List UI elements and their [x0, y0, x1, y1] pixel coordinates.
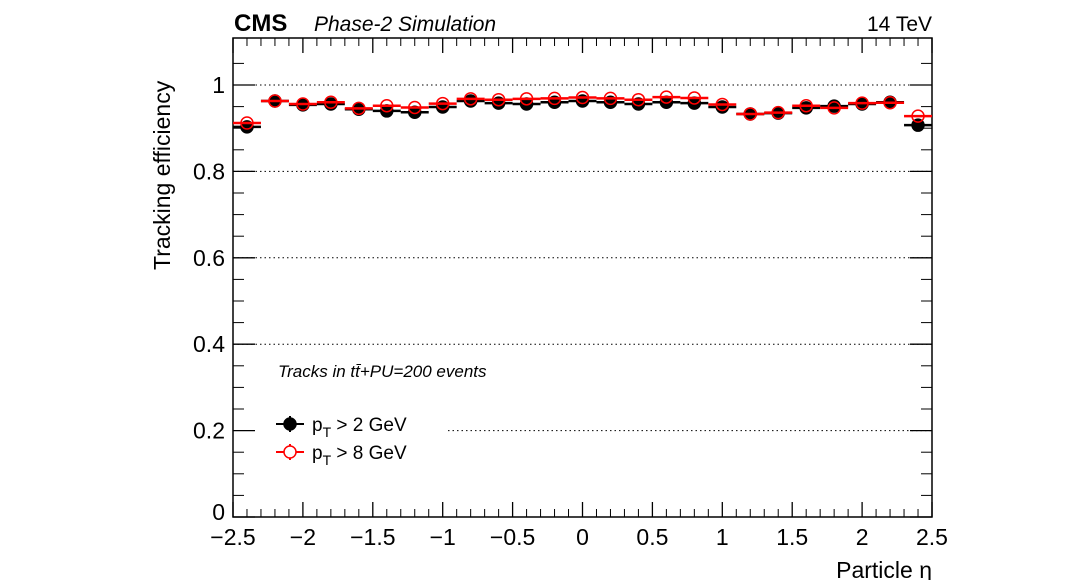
data-point	[407, 100, 422, 115]
y-tick-label: 0.4	[193, 331, 225, 357]
data-point	[687, 91, 702, 105]
x-tick-label: 1.5	[776, 524, 808, 550]
y-tick-label: 1	[212, 72, 225, 98]
data-point	[659, 90, 674, 104]
data-point	[575, 90, 590, 105]
y-tick-label: 0.6	[193, 245, 225, 271]
cms-label: CMS	[234, 10, 287, 37]
data-point	[911, 109, 925, 123]
data-point	[631, 92, 646, 107]
y-tick-label: 0.2	[193, 418, 225, 444]
legend-marker	[283, 445, 297, 459]
data-point	[631, 97, 646, 111]
data-point	[603, 91, 618, 106]
x-tick-label: 2	[856, 524, 869, 550]
data-point	[715, 97, 730, 112]
data-point	[352, 101, 366, 116]
data-point	[547, 91, 562, 106]
data-point	[268, 94, 282, 108]
subtitle: Phase-2 Simulation	[314, 13, 496, 36]
data-point	[743, 107, 758, 121]
data-point	[799, 98, 813, 113]
data-point	[855, 96, 869, 110]
series-pt8	[233, 90, 932, 130]
data-point	[827, 101, 841, 115]
x-axis-label: Particle η	[836, 557, 932, 580]
legend: pT > 2 GeV pT > 8 GeV	[276, 415, 407, 468]
x-tick-label: −0.5	[490, 524, 535, 550]
axis-ticks: 0 0.2 0.4 0.6 0.8 1 −2.5 −2 −1.5 −1 −0.5 0 0.5 1 1.5 2 2…	[193, 38, 948, 550]
y-tick-label: 0.8	[193, 158, 225, 184]
x-tick-label: −1.5	[350, 524, 395, 550]
data-point	[463, 92, 478, 106]
legend-label: pT > 2 GeV	[312, 415, 407, 440]
data-marks	[233, 90, 932, 134]
x-tick-label: 1	[716, 524, 729, 550]
data-point	[296, 97, 310, 111]
data-point	[324, 95, 338, 110]
legend-marker	[283, 417, 297, 431]
data-point	[240, 116, 254, 130]
annotation: Tracks in tt̄+PU=200 events	[278, 362, 487, 381]
data-point	[491, 92, 506, 107]
x-tick-label: −2.5	[210, 524, 255, 550]
data-point	[380, 98, 394, 113]
data-point	[771, 105, 785, 120]
legend-label: pT > 8 GeV	[312, 443, 407, 468]
x-tick-label: 0.5	[636, 524, 668, 550]
x-tick-label: −1	[430, 524, 456, 550]
x-tick-label: 2.5	[916, 524, 948, 550]
x-tick-label: 0	[576, 524, 589, 550]
y-axis-label: Tracking efficiency	[149, 80, 175, 270]
data-point	[911, 118, 925, 132]
data-point	[519, 92, 534, 106]
data-point	[883, 95, 897, 110]
data-point	[435, 96, 450, 111]
energy-label: 14 TeV	[867, 13, 932, 36]
y-tick-label: 0	[212, 499, 225, 525]
x-tick-label: −2	[290, 524, 316, 550]
